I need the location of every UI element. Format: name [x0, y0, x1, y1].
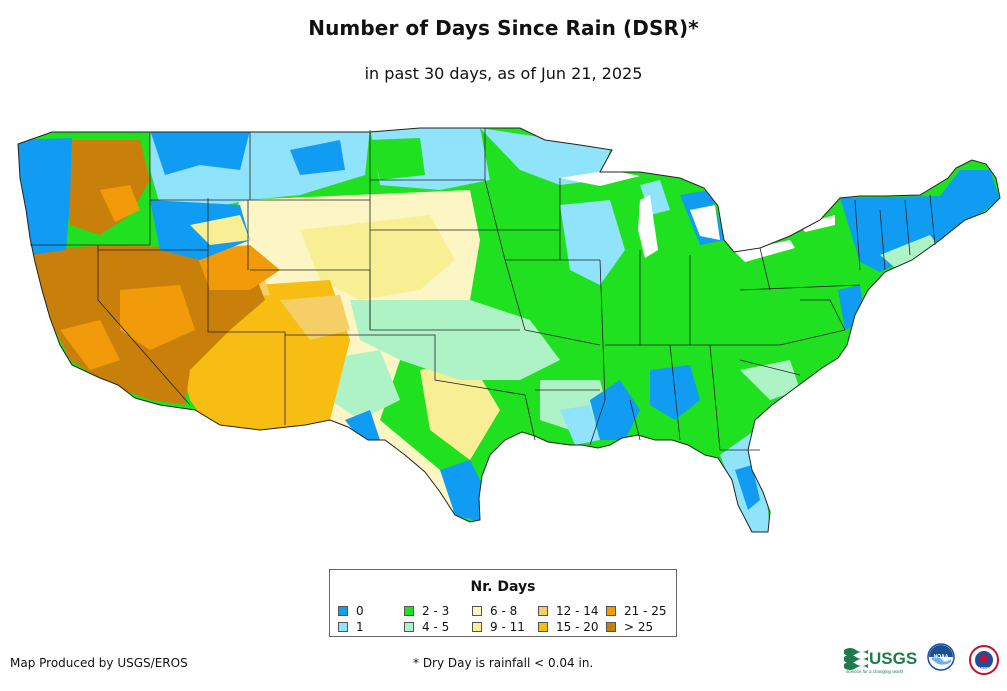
map-title: Number of Days Since Rain (DSR)* [308, 16, 699, 40]
legend-swatch [606, 622, 616, 632]
noaa-label: NOAA [934, 654, 949, 660]
nws-logo: NWS [969, 645, 999, 675]
legend-swatch [404, 622, 414, 632]
legend-item-over-25: > 25 [606, 621, 653, 633]
legend-swatch [338, 606, 348, 616]
map-subtitle: in past 30 days, as of Jun 21, 2025 [364, 64, 643, 83]
noaa-logo: NOAA [927, 643, 955, 671]
legend-item-1: 1 [338, 621, 364, 633]
legend-item-2-3: 2 - 3 [404, 605, 449, 617]
legend-swatch [538, 622, 548, 632]
legend-swatch [472, 606, 482, 616]
agency-logos: USGS science for a changing world NOAA N… [844, 643, 999, 675]
nws-label: NWS [979, 666, 990, 671]
legend-item-12-14: 12 - 14 [538, 605, 599, 617]
footnote-text: * Dry Day is rainfall < 0.04 in. [413, 656, 594, 670]
legend-item-15-20: 15 - 20 [538, 621, 599, 633]
legend-item-9-11: 9 - 11 [472, 621, 525, 633]
legend: Nr. Days 0 1 2 - 3 4 - 5 6 - 8 9 - 11 12… [329, 569, 677, 637]
usgs-tagline: science for a changing world [846, 669, 904, 674]
legend-swatch [472, 622, 482, 632]
legend-swatch [538, 606, 548, 616]
legend-swatch [606, 606, 616, 616]
legend-title: Nr. Days [470, 579, 536, 595]
legend-item-21-25: 21 - 25 [606, 605, 667, 617]
usgs-wordmark: USGS [869, 649, 917, 668]
legend-item-0: 0 [338, 605, 364, 617]
legend-swatch [404, 606, 414, 616]
legend-item-4-5: 4 - 5 [404, 621, 449, 633]
credit-text: Map Produced by USGS/EROS [10, 656, 188, 670]
usgs-logo: USGS science for a changing world [844, 648, 917, 674]
legend-swatch [338, 622, 348, 632]
legend-item-6-8: 6 - 8 [472, 605, 517, 617]
